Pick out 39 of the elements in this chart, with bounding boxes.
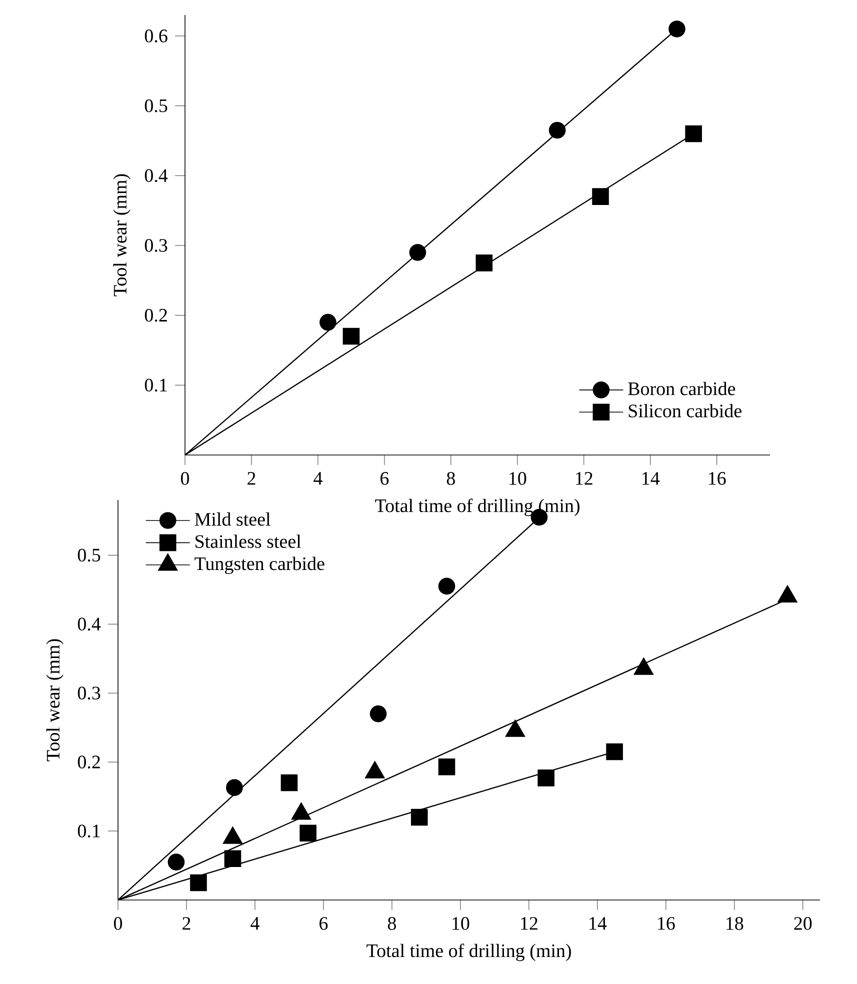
x-tick-label: 8 [388,917,396,930]
x-axis-title: Total time of drilling (min) [366,944,571,962]
x-tick-label: 6 [320,917,328,930]
legend-label: Stainless steel [196,534,302,548]
y-tick-label: 0.4 [78,618,101,631]
legend-label: Mild steel [194,512,270,526]
legend-label: Boron carbide [628,382,736,396]
x-tick-label: 8 [446,472,455,485]
x-tick-label: 16 [708,472,726,485]
y-tick-label: 0.5 [78,548,100,562]
y-axis-title: Tool wear (mm) [46,639,64,762]
x-tick-label: 20 [794,917,812,930]
x-tick-label: 12 [576,472,592,485]
y-tick-label: 0.3 [78,686,100,700]
x-tick-label: 12 [521,917,538,930]
x-tick-label: 10 [452,917,470,930]
y-tick-label: 0.2 [78,756,100,769]
x-tick-label: 18 [726,917,744,930]
x-tick-label: 4 [250,917,260,930]
x-tick-label: 4 [314,472,322,485]
x-tick-label: 0 [114,917,122,930]
y-axis-title: Tool wear (mm) [113,174,130,296]
legend-label: Silicon carbide [628,404,742,418]
x-tick-label: 14 [642,472,660,485]
y-tick-label: 0.5 [144,99,168,112]
y-tick-label: 0.1 [144,378,167,392]
x-tick-label: 2 [248,472,256,485]
legend-label: Tungsten carbide [194,556,324,574]
x-tick-label: 2 [182,917,190,930]
y-tick-label: 0.2 [144,308,167,322]
x-tick-label: 6 [380,472,389,485]
x-tick-label: 10 [510,472,526,485]
y-tick-label: 0.6 [144,29,168,42]
x-tick-label: 0 [180,472,190,485]
y-tick-label: 0.4 [144,169,168,182]
x-tick-label: 16 [658,917,675,930]
x-tick-label: 14 [590,917,607,930]
y-tick-label: 0.1 [78,824,100,838]
y-tick-label: 0.3 [144,239,168,252]
